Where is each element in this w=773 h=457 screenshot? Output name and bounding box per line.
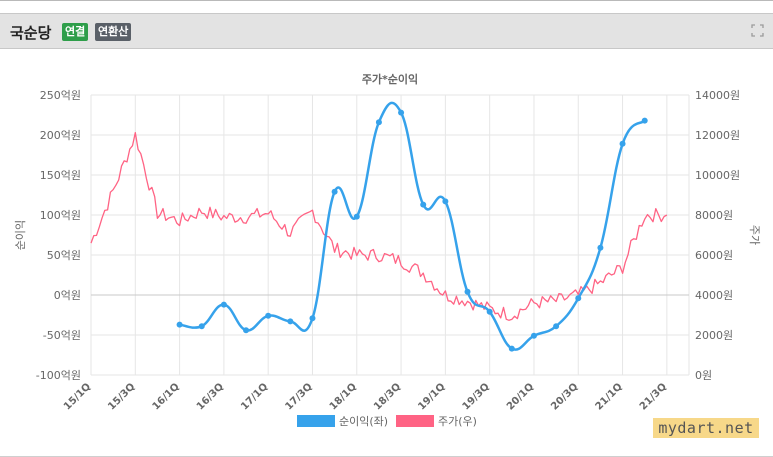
profit-point <box>575 295 582 302</box>
profit-point <box>375 119 382 126</box>
y-left-tick: 200억원 <box>40 129 81 142</box>
profit-point <box>331 188 338 195</box>
legend-label-profit: 순이익(좌) <box>339 415 388 428</box>
y-right-tick: 4000원 <box>695 289 733 302</box>
profit-point <box>353 213 360 220</box>
y-left-axis-label: 순이익 <box>14 220 27 250</box>
x-tick: 15/3Q <box>106 381 137 412</box>
x-tick: 21/1Q <box>594 381 625 412</box>
profit-point <box>508 345 515 352</box>
profit-point <box>420 201 427 208</box>
profit-point <box>198 323 205 330</box>
x-tick: 17/3Q <box>283 381 314 412</box>
y-left-tick: -50억원 <box>43 329 81 342</box>
legend-swatch-price <box>396 415 434 427</box>
y-right-tick: 12000원 <box>695 129 740 142</box>
y-right-axis-label: 주가 <box>748 225 761 245</box>
profit-point <box>309 315 316 322</box>
x-tick: 17/1Q <box>239 381 270 412</box>
consolidated-badge[interactable]: 연결 <box>62 23 89 41</box>
y-right-tick: 8000원 <box>695 209 733 222</box>
y-right-tick: 6000원 <box>695 249 733 262</box>
profit-point <box>530 332 537 339</box>
profit-point <box>597 244 604 251</box>
watermark: mydart.net <box>653 418 759 438</box>
profit-point <box>398 109 405 116</box>
profit-point <box>220 301 227 308</box>
y-right-tick: 10000원 <box>695 169 740 182</box>
profit-point <box>619 140 626 147</box>
x-tick: 16/1Q <box>151 381 182 412</box>
x-tick: 19/3Q <box>461 381 492 412</box>
x-tick: 21/3Q <box>638 381 669 412</box>
profit-point <box>442 198 449 205</box>
annualized-badge[interactable]: 연환산 <box>95 23 132 41</box>
y-right-tick: 14000원 <box>695 89 740 102</box>
profit-point <box>486 308 493 315</box>
chart-title: 주가*순이익 <box>362 72 418 86</box>
x-tick: 16/3Q <box>195 381 226 412</box>
expand-icon[interactable] <box>751 24 764 37</box>
company-title: 국순당 <box>10 24 52 42</box>
y-left-tick: 100억원 <box>40 209 81 222</box>
profit-point <box>641 117 648 124</box>
profit-point <box>464 288 471 295</box>
x-tick: 20/3Q <box>549 381 580 412</box>
y-left-tick: 150억원 <box>40 169 81 182</box>
x-tick: 15/1Q <box>62 381 93 412</box>
profit-point <box>243 327 250 334</box>
x-tick: 19/1Q <box>416 381 447 412</box>
x-tick: 20/1Q <box>505 381 536 412</box>
profit-point <box>287 318 294 325</box>
profit-point <box>553 323 560 330</box>
profit-point <box>265 312 272 319</box>
legend-swatch-profit <box>297 415 335 427</box>
y-left-tick: 250억원 <box>40 89 81 102</box>
y-left-tick: 0억원 <box>54 289 81 302</box>
price-profit-chart: 250억원 14000원 200억원 12000원 150억원 10000원 100억원 80… <box>14 72 761 428</box>
price-line <box>90 131 668 321</box>
profit-point <box>176 321 183 328</box>
profit-line <box>179 101 646 351</box>
y-left-tick: 50억원 <box>47 249 81 262</box>
y-left-tick: -100억원 <box>36 369 81 382</box>
y-right-tick: 2000원 <box>695 329 733 342</box>
legend-label-price: 주가(우) <box>438 415 477 428</box>
y-right-tick: 0원 <box>695 369 712 382</box>
panel-header: 국순당 연결 연환산 <box>0 13 773 49</box>
x-tick: 18/1Q <box>328 381 359 412</box>
x-tick: 18/3Q <box>372 381 403 412</box>
